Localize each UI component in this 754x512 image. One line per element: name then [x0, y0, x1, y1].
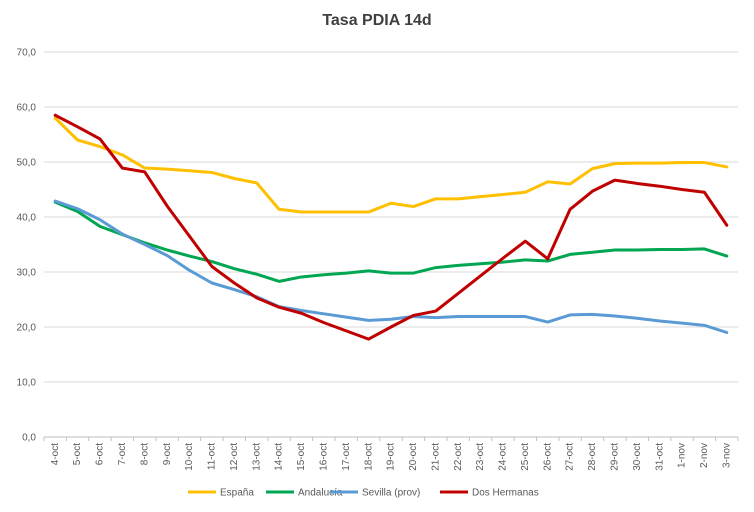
x-tick-label: 20-oct	[408, 443, 419, 471]
x-tick-label: 7-oct	[117, 443, 128, 465]
x-tick-label: 10-oct	[184, 443, 195, 471]
series-line	[53, 200, 729, 283]
x-tick-label: 3-nov	[721, 443, 732, 468]
x-tick-label: 9-oct	[162, 443, 173, 465]
x-tick-label: 12-oct	[229, 443, 240, 471]
y-tick-label: 30,0	[17, 268, 37, 279]
series-line	[53, 116, 729, 214]
legend-label: Sevilla (prov)	[362, 488, 420, 499]
x-tick-label: 24-oct	[498, 443, 509, 471]
x-tick-label: 25-oct	[520, 443, 531, 471]
series-line	[53, 199, 729, 334]
y-tick-label: 40,0	[17, 213, 37, 224]
y-tick-label: 50,0	[17, 158, 37, 169]
x-tick-label: 31-oct	[654, 443, 665, 471]
y-tick-label: 70,0	[17, 48, 37, 59]
x-tick-label: 23-oct	[475, 443, 486, 471]
x-tick-label: 27-oct	[565, 443, 576, 471]
legend-label: Andalucía	[298, 488, 343, 499]
x-tick-label: 2-nov	[699, 443, 710, 468]
x-tick-label: 5-oct	[72, 443, 83, 465]
x-tick-label: 17-oct	[341, 443, 352, 471]
x-tick-label: 1-nov	[677, 443, 688, 468]
y-tick-label: 10,0	[17, 378, 37, 389]
x-tick-label: 6-oct	[95, 443, 106, 465]
legend-label: Dos Hermanas	[472, 488, 539, 499]
x-tick-label: 18-oct	[363, 443, 374, 471]
x-tick-label: 13-oct	[251, 443, 262, 471]
x-tick-label: 22-oct	[453, 443, 464, 471]
chart-title: Tasa PDIA 14d	[322, 12, 432, 29]
x-tick-label: 29-oct	[610, 443, 621, 471]
x-tick-label: 19-oct	[386, 443, 397, 471]
series-line	[53, 113, 729, 341]
x-tick-label: 21-oct	[430, 443, 441, 471]
y-tick-label: 20,0	[17, 323, 37, 334]
y-tick-label: 60,0	[17, 103, 37, 114]
y-tick-label: 0,0	[22, 433, 36, 444]
x-tick-label: 28-oct	[587, 443, 598, 471]
x-tick-label: 8-oct	[139, 443, 150, 465]
x-tick-label: 26-oct	[542, 443, 553, 471]
x-tick-label: 11-oct	[207, 443, 218, 470]
legend-label: España	[220, 488, 254, 499]
x-tick-label: 16-oct	[318, 443, 329, 471]
x-tick-label: 14-oct	[274, 443, 285, 471]
x-tick-label: 4-oct	[50, 443, 61, 465]
x-tick-label: 15-oct	[296, 443, 307, 471]
x-tick-label: 30-oct	[632, 443, 643, 471]
